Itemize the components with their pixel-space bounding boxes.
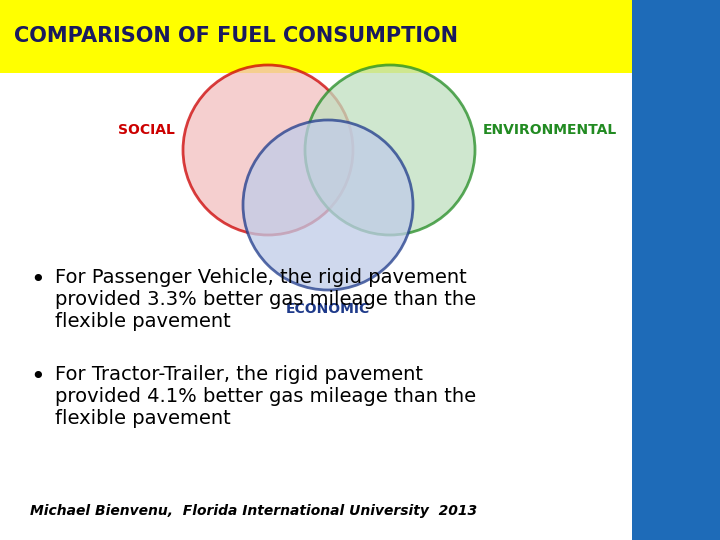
- Text: ECONOMIC: ECONOMIC: [286, 302, 370, 316]
- Text: •: •: [30, 365, 45, 389]
- Text: COMPARISON OF FUEL CONSUMPTION: COMPARISON OF FUEL CONSUMPTION: [14, 26, 458, 46]
- Bar: [0, 0, 632, 73]
- Circle shape: [183, 65, 353, 235]
- Text: •: •: [30, 268, 45, 292]
- Text: For Passenger Vehicle, the rigid pavement: For Passenger Vehicle, the rigid pavemen…: [55, 268, 467, 287]
- Text: ENVIRONMENTAL: ENVIRONMENTAL: [483, 123, 617, 137]
- Text: Michael Bienvenu,  Florida International University  2013: Michael Bienvenu, Florida International …: [30, 504, 477, 518]
- Text: provided 3.3% better gas mileage than the: provided 3.3% better gas mileage than th…: [55, 290, 476, 309]
- Bar: [632, 0, 720, 540]
- Text: SOCIAL: SOCIAL: [118, 123, 175, 137]
- Text: flexible pavement: flexible pavement: [55, 409, 230, 428]
- Text: flexible pavement: flexible pavement: [55, 312, 230, 331]
- Circle shape: [305, 65, 475, 235]
- Circle shape: [243, 120, 413, 290]
- Text: provided 4.1% better gas mileage than the: provided 4.1% better gas mileage than th…: [55, 387, 476, 406]
- Text: For Tractor-Trailer, the rigid pavement: For Tractor-Trailer, the rigid pavement: [55, 365, 423, 384]
